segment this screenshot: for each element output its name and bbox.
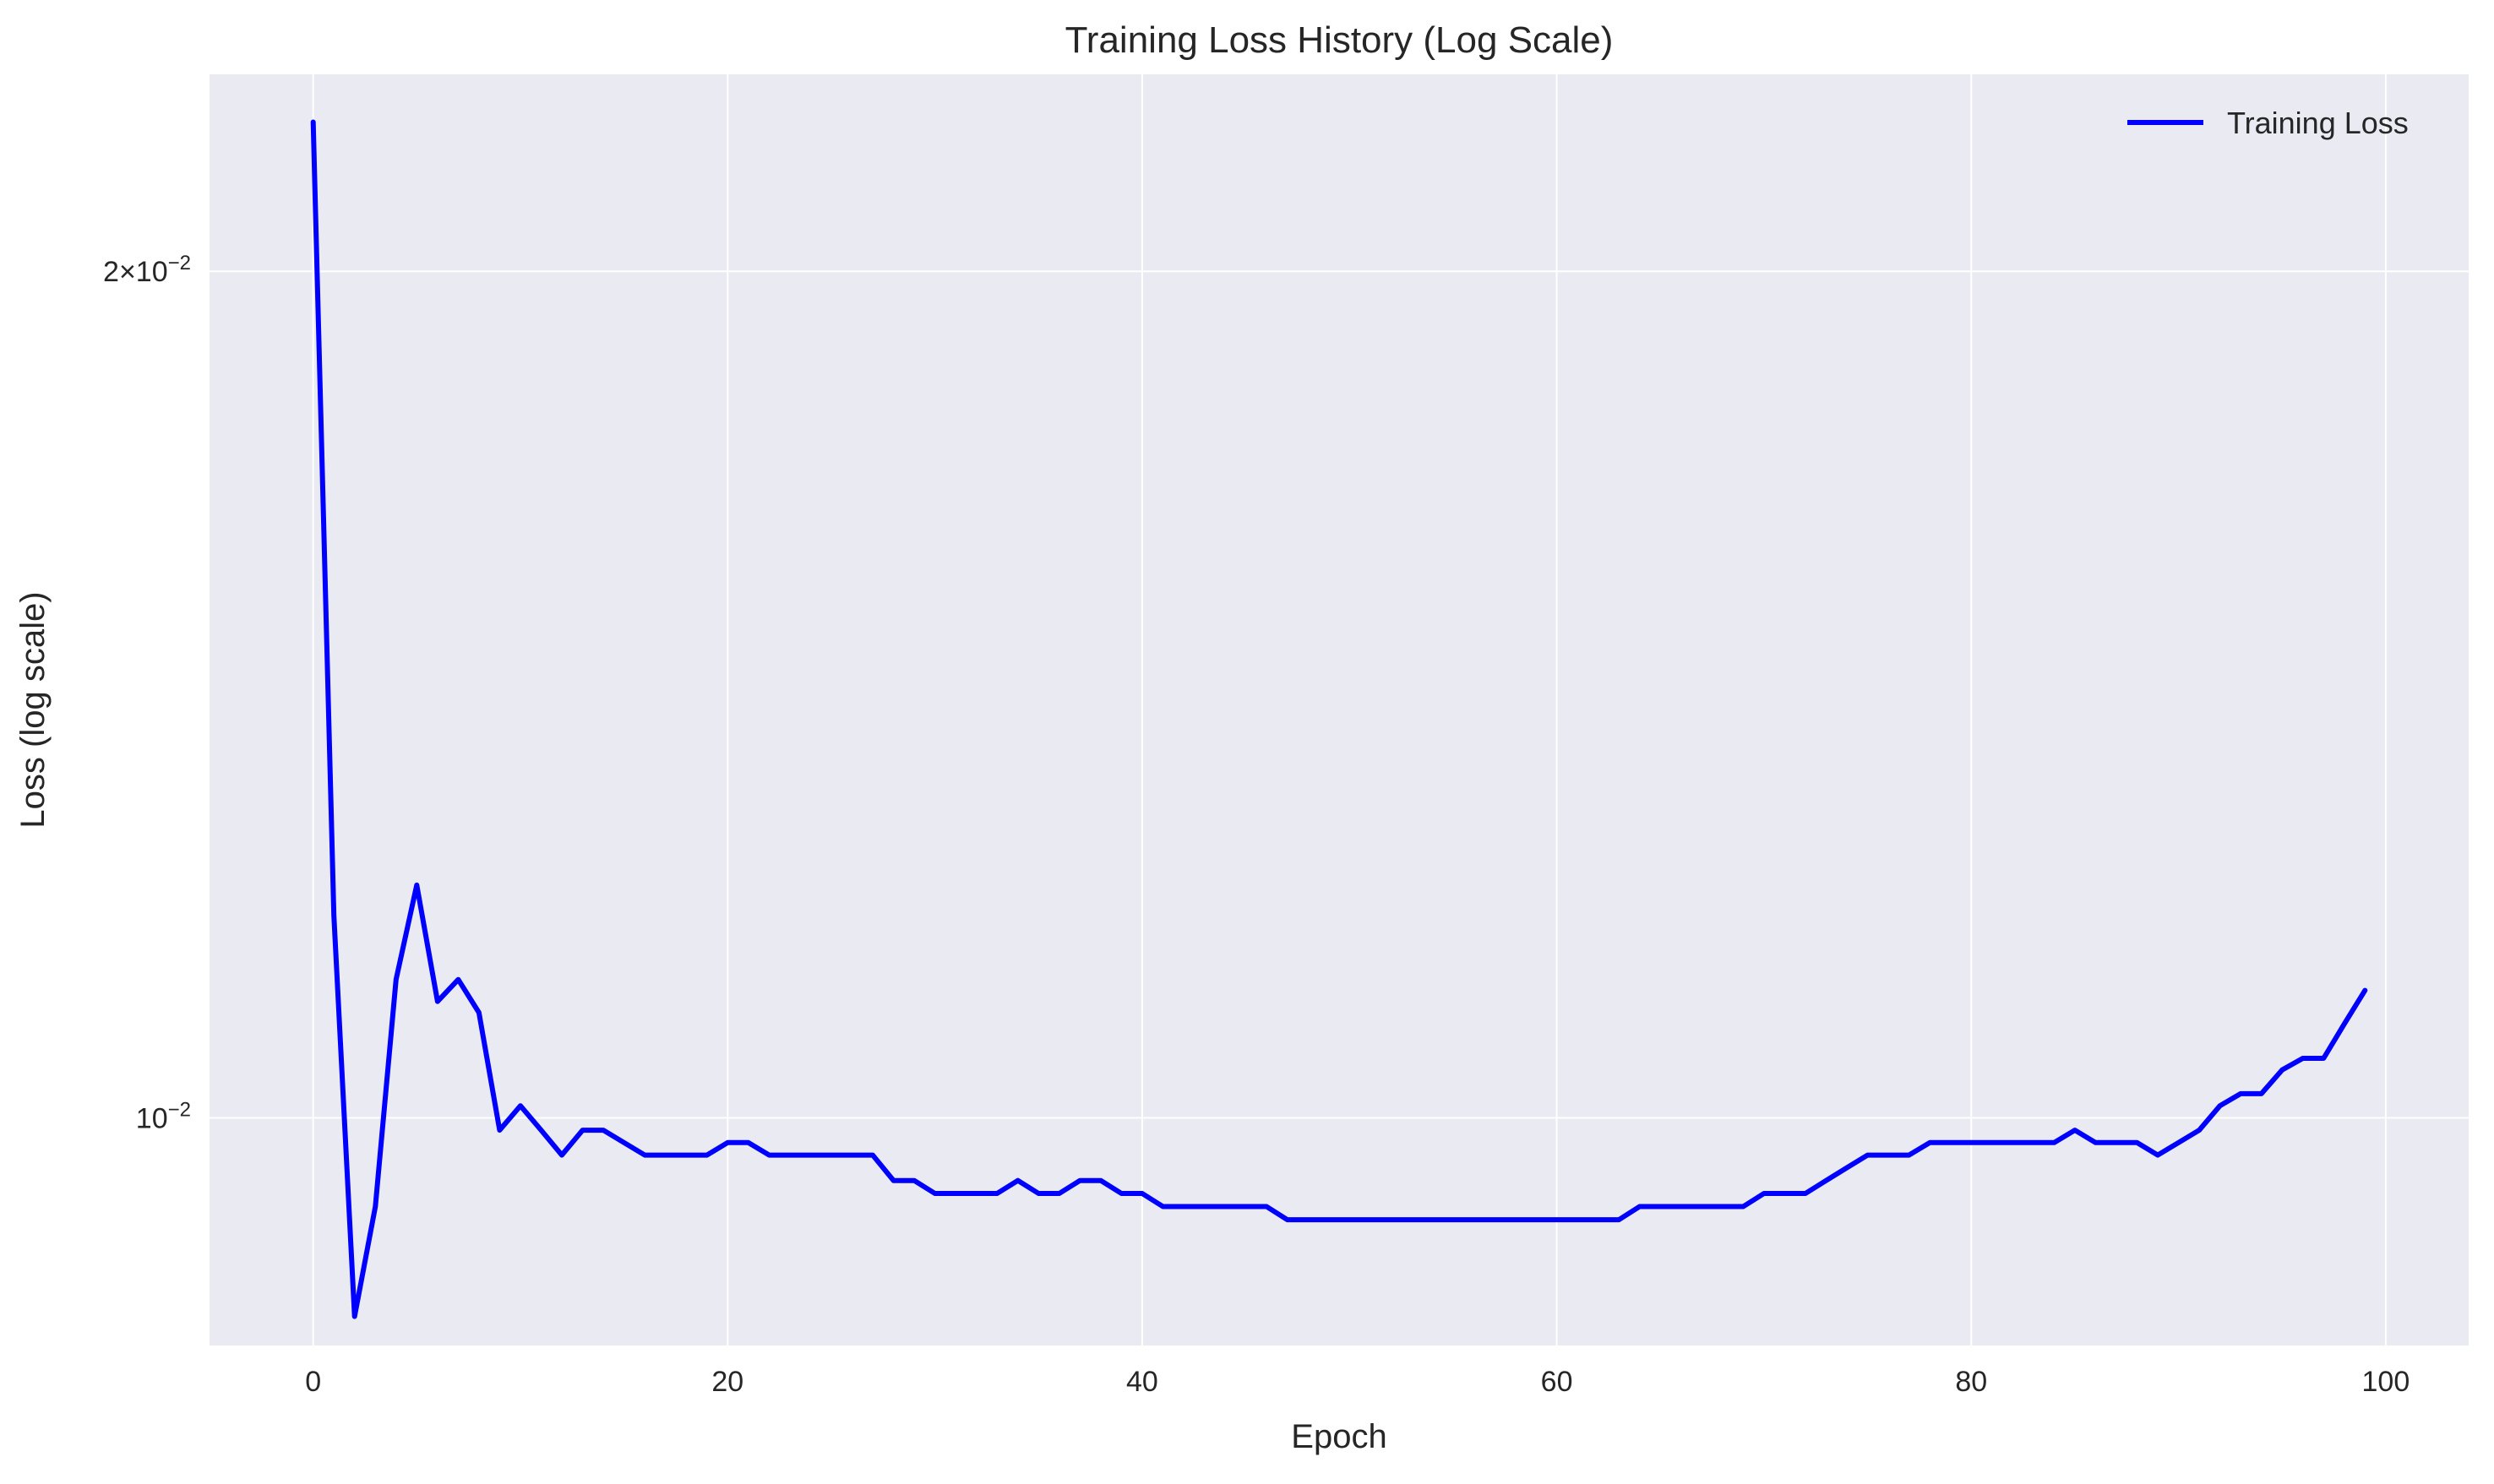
- chart-title: Training Loss History (Log Scale): [1065, 19, 1614, 61]
- x-tick-label: 20: [711, 1366, 743, 1398]
- series-layer: [310, 119, 2368, 1319]
- y-axis-label: Loss (log scale): [14, 591, 52, 828]
- grid: [210, 74, 2469, 1345]
- x-tick-label: 80: [1955, 1366, 1987, 1398]
- x-tick-label: 100: [2362, 1366, 2410, 1398]
- x-tick-label: 60: [1541, 1366, 1573, 1398]
- x-tick-label: 0: [305, 1366, 321, 1398]
- plot-area: [210, 74, 2469, 1345]
- tick-labels: 0 20 40 60 80 100 2×10−2 10−2: [103, 252, 2410, 1398]
- legend-label-training-loss: Training Loss: [2227, 106, 2409, 140]
- y-tick-label: 10−2: [136, 1099, 191, 1135]
- y-tick-label: 2×10−2: [103, 252, 191, 288]
- x-axis-label: Epoch: [1291, 1418, 1386, 1455]
- series-line-training-loss: [310, 119, 2368, 1319]
- legend: Training Loss: [2127, 106, 2409, 140]
- x-tick-label: 40: [1126, 1366, 1158, 1398]
